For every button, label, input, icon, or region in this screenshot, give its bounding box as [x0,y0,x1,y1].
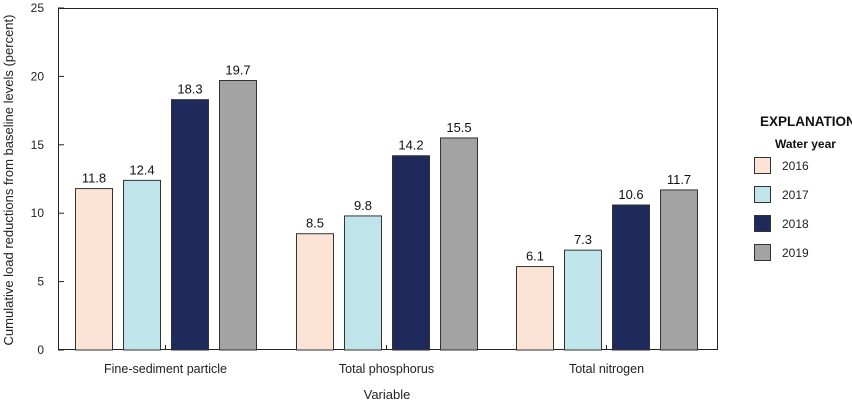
data-labels: 11.8 12.4 18.3 19.7 8.5 9.8 14.2 15.5 6.1 7.3 10.6… [82,63,691,264]
y-axis-title: Cumulative load reductions from baseline… [1,15,16,346]
bars [75,80,698,351]
y-tick-label: 15 [31,138,45,152]
legend-swatch-2018 [754,215,771,232]
bar-2018 [171,99,209,351]
bar-2017 [564,249,602,351]
y-tick-label: 5 [37,275,44,289]
data-label: 14.2 [398,138,423,153]
data-label: 11.7 [667,172,691,187]
bar-2016 [296,233,334,351]
x-axis: Fine-sediment particle Total phosphorus To… [104,345,644,376]
legend-swatch-2017 [754,186,771,203]
legend: EXPLANATION Water year 2016 2017 2018 2019 [754,114,852,261]
bar-2018 [612,204,650,351]
x-tick-label: Total phosphorus [339,362,434,376]
x-tick-label: Fine-sediment particle [104,362,227,376]
legend-label-2016: 2016 [782,159,809,173]
legend-label-2019: 2019 [782,246,809,260]
bar-2019 [219,80,257,351]
bar-2017 [344,215,382,351]
plot-area [58,8,718,350]
legend-subtitle: Water year [775,137,836,151]
x-tick-label: Total nitrogen [569,362,644,376]
plot-frame [58,8,718,350]
data-label: 18.3 [177,82,202,97]
data-label: 11.8 [82,171,106,186]
y-tick-label: 25 [31,1,45,15]
data-label: 10.6 [618,187,643,202]
bar-2016 [516,266,554,351]
data-label: 7.3 [574,232,592,247]
bar-2016 [75,188,113,351]
legend-swatch-2019 [754,244,771,261]
y-tick-label: 20 [31,69,45,83]
y-tick-label: 0 [37,343,44,357]
data-label: 8.5 [306,216,324,231]
data-label: 9.8 [354,198,372,213]
legend-label-2018: 2018 [782,217,809,231]
y-tick-label: 10 [31,206,45,220]
bar-2019 [660,189,698,351]
data-label: 15.5 [446,120,471,135]
data-label: 19.7 [225,63,250,78]
legend-swatch-2016 [754,157,771,174]
bar-2019 [440,137,478,351]
legend-label-2017: 2017 [782,188,809,202]
bar-2017 [123,179,161,351]
data-label: 6.1 [526,249,544,264]
data-label: 12.4 [129,162,154,177]
y-axis: 0 5 10 15 20 25 [31,1,64,357]
legend-title: EXPLANATION [760,114,852,129]
bar-2018 [392,155,430,351]
x-axis-title: Variable [364,387,411,402]
